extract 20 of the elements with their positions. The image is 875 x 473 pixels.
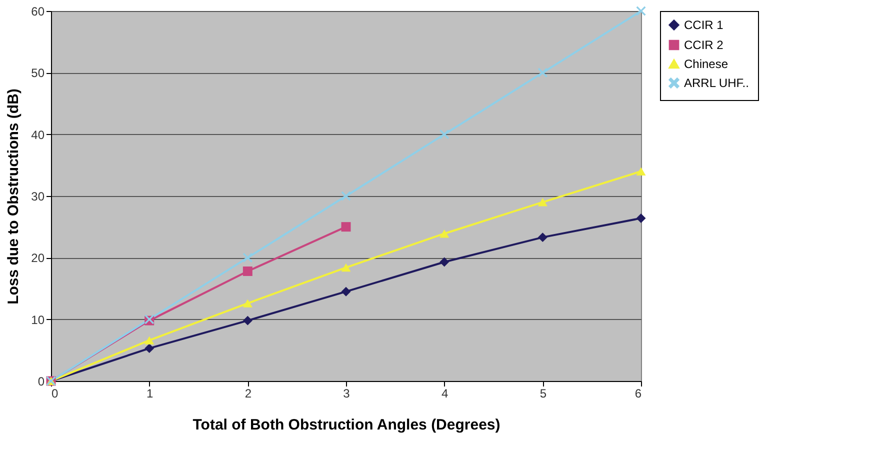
y-tick-label: 10 — [31, 312, 45, 327]
y-tick-label: 0 — [38, 374, 45, 388]
x-tick-label: 1 — [146, 386, 154, 400]
legend-label: CCIR 1 — [684, 18, 724, 32]
x-tick-label: 6 — [634, 386, 642, 400]
y-tick-label: 50 — [31, 66, 45, 80]
y-tick-label: 30 — [31, 190, 45, 204]
y-tick-label: 60 — [31, 4, 45, 18]
legend-label: ARRL UHF.. — [684, 76, 749, 90]
y-tick-label: 20 — [31, 251, 45, 266]
x-tick-label: 3 — [343, 386, 350, 400]
legend-label: CCIR 2 — [684, 38, 724, 52]
x-tick-label: 2 — [244, 386, 252, 400]
x-axis-title: Total of Both Obstruction Angles (Degrees) — [192, 416, 500, 434]
x-tick-label: 0 — [52, 386, 58, 400]
y-axis-title: Loss due to Obstructions (dB) — [5, 88, 22, 304]
y-tick-label: 40 — [31, 128, 45, 142]
x-tick-label: 4 — [441, 386, 448, 400]
legend-label: Chinese — [684, 57, 728, 71]
x-tick-label: 5 — [540, 386, 547, 400]
